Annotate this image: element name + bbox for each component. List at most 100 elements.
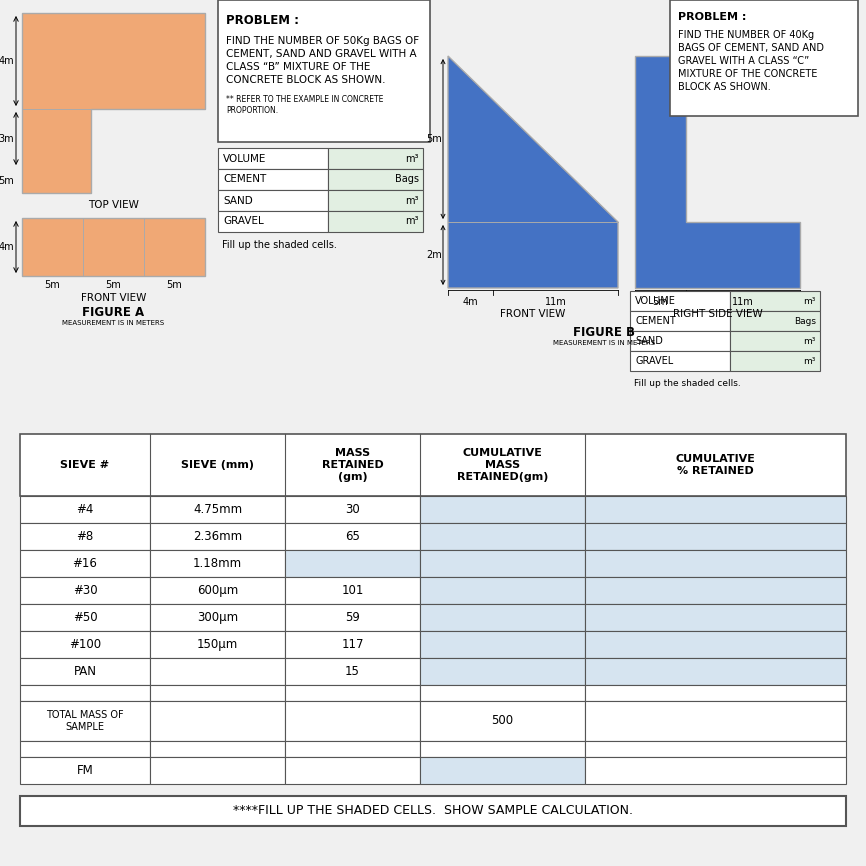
Bar (730, 351, 820, 371)
Text: TOTAL MASS OF
SAMPLE: TOTAL MASS OF SAMPLE (46, 710, 124, 732)
Bar (630, 331, 730, 351)
Bar (420, 550, 585, 577)
Bar (328, 169, 423, 190)
Text: VOLUME: VOLUME (223, 153, 267, 164)
Text: 300μm: 300μm (197, 611, 238, 624)
Bar (150, 701, 285, 741)
Bar (150, 496, 285, 523)
Bar (585, 757, 846, 784)
Text: 4m: 4m (0, 242, 14, 252)
Polygon shape (635, 56, 800, 288)
Text: m³: m³ (405, 216, 419, 227)
Text: FIGURE A: FIGURE A (82, 306, 145, 319)
Bar (285, 658, 420, 685)
Bar (218, 0, 430, 142)
Text: m³: m³ (804, 357, 816, 365)
Text: 5m: 5m (426, 134, 442, 144)
Bar (585, 550, 846, 577)
Bar (218, 169, 328, 190)
Text: PAN: PAN (74, 665, 96, 678)
Text: MIXTURE OF THE CONCRETE: MIXTURE OF THE CONCRETE (678, 69, 818, 79)
Bar (328, 211, 423, 232)
Text: 59: 59 (345, 611, 360, 624)
Bar (328, 190, 423, 211)
Text: 600μm: 600μm (197, 584, 238, 597)
Bar (285, 701, 420, 741)
Text: ****FILL UP THE SHADED CELLS.  SHOW SAMPLE CALCULATION.: ****FILL UP THE SHADED CELLS. SHOW SAMPL… (233, 805, 633, 818)
Bar (20, 701, 150, 741)
Bar (285, 685, 420, 701)
Text: PROPORTION.: PROPORTION. (226, 106, 278, 115)
Text: GRAVEL WITH A CLASS “C”: GRAVEL WITH A CLASS “C” (678, 56, 809, 66)
Bar (328, 148, 423, 169)
Bar (285, 604, 420, 631)
Bar (150, 523, 285, 550)
Text: SAND: SAND (223, 196, 253, 205)
Bar (420, 496, 585, 523)
Text: m³: m³ (405, 196, 419, 205)
Text: 11m: 11m (545, 297, 566, 307)
Bar (420, 577, 585, 604)
Text: Bags: Bags (395, 175, 419, 184)
Text: TOP VIEW: TOP VIEW (88, 200, 139, 210)
Text: 1.18mm: 1.18mm (193, 557, 242, 570)
Bar (585, 658, 846, 685)
Text: FIGURE B: FIGURE B (573, 326, 635, 339)
Text: BLOCK AS SHOWN.: BLOCK AS SHOWN. (678, 82, 771, 92)
Text: #8: #8 (76, 530, 94, 543)
Bar (20, 496, 150, 523)
Text: 5m: 5m (653, 297, 669, 307)
Text: PROBLEM :: PROBLEM : (678, 12, 746, 22)
Bar (150, 757, 285, 784)
Bar (218, 211, 328, 232)
Text: 2.36mm: 2.36mm (193, 530, 242, 543)
Text: MEASUREMENT IS IN METERS: MEASUREMENT IS IN METERS (62, 320, 165, 326)
Text: 5m: 5m (166, 280, 182, 290)
Text: FRONT VIEW: FRONT VIEW (81, 293, 146, 303)
Bar (150, 577, 285, 604)
Bar (285, 631, 420, 658)
Text: SAND: SAND (635, 336, 662, 346)
Text: #4: #4 (76, 503, 94, 516)
Text: 5m: 5m (0, 176, 14, 186)
Bar (285, 496, 420, 523)
Text: 30: 30 (346, 503, 360, 516)
Bar (420, 604, 585, 631)
Text: RIGHT SIDE VIEW: RIGHT SIDE VIEW (673, 309, 762, 319)
Text: m³: m³ (804, 296, 816, 306)
Bar (20, 658, 150, 685)
Text: ** REFER TO THE EXAMPLE IN CONCRETE: ** REFER TO THE EXAMPLE IN CONCRETE (226, 95, 384, 104)
Bar (20, 523, 150, 550)
Text: MASS
RETAINED
(gm): MASS RETAINED (gm) (321, 449, 384, 481)
Text: 65: 65 (345, 530, 360, 543)
Text: CEMENT: CEMENT (635, 316, 675, 326)
Text: 150μm: 150μm (197, 638, 238, 651)
Bar (20, 757, 150, 784)
Text: 5m: 5m (105, 280, 121, 290)
Bar (150, 604, 285, 631)
Bar (670, 0, 858, 116)
Bar (22, 218, 205, 276)
Bar (420, 701, 585, 741)
Bar (218, 190, 328, 211)
Bar (585, 741, 846, 757)
Text: #30: #30 (73, 584, 97, 597)
Bar (20, 434, 846, 496)
Bar (20, 604, 150, 631)
Text: FIND THE NUMBER OF 40Kg: FIND THE NUMBER OF 40Kg (678, 30, 814, 40)
Text: 11m: 11m (732, 297, 754, 307)
Bar (218, 148, 328, 169)
Text: CEMENT, SAND AND GRAVEL WITH A: CEMENT, SAND AND GRAVEL WITH A (226, 49, 417, 59)
Text: 4.75mm: 4.75mm (193, 503, 242, 516)
Bar (585, 496, 846, 523)
Bar (585, 577, 846, 604)
Text: GRAVEL: GRAVEL (223, 216, 264, 227)
Text: #100: #100 (69, 638, 101, 651)
Text: FM: FM (76, 764, 94, 777)
Text: Fill up the shaded cells.: Fill up the shaded cells. (634, 378, 740, 387)
Bar (420, 757, 585, 784)
Polygon shape (448, 56, 618, 288)
Bar (630, 291, 730, 311)
Text: 500: 500 (491, 714, 514, 727)
Bar (20, 685, 150, 701)
